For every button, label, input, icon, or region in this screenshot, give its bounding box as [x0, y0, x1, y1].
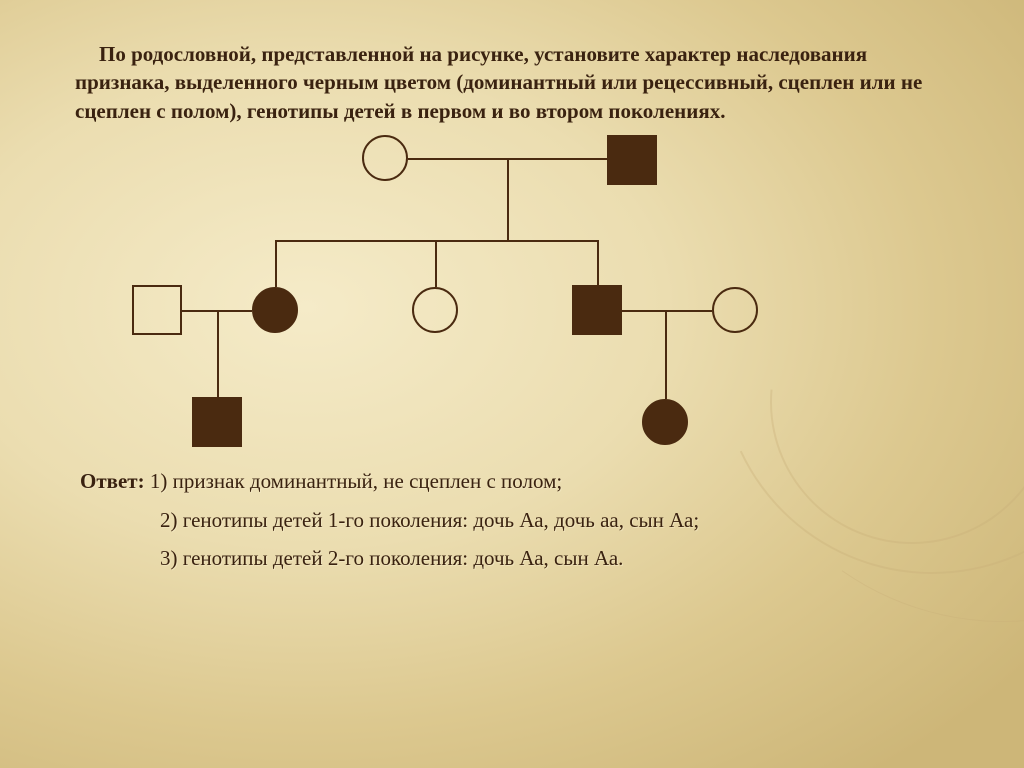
pedigree-female-unaffected	[712, 287, 758, 333]
pedigree-female-affected	[642, 399, 688, 445]
pedigree-female-unaffected	[412, 287, 458, 333]
pedigree-male-affected	[607, 135, 657, 185]
connector-line	[507, 158, 509, 240]
pedigree-male-unaffected	[132, 285, 182, 335]
answer-block: Ответ: 1) признак доминантный, не сцепле…	[75, 465, 949, 575]
pedigree-diagram	[77, 135, 947, 465]
answer-prefix: Ответ:	[80, 469, 145, 493]
question-text: По родословной, представленной на рисунк…	[75, 40, 949, 125]
pedigree-male-affected	[572, 285, 622, 335]
connector-line	[275, 240, 277, 287]
pedigree-female-affected	[252, 287, 298, 333]
connector-line	[665, 310, 667, 399]
connector-line	[622, 310, 712, 312]
pedigree-male-affected	[192, 397, 242, 447]
connector-line	[275, 240, 599, 242]
answer-line-2: 2) генотипы детей 1-го поколения: дочь А…	[80, 504, 944, 537]
connector-line	[217, 310, 219, 397]
answer-line-1: Ответ: 1) признак доминантный, не сцепле…	[80, 465, 944, 498]
connector-line	[435, 240, 437, 287]
pedigree-female-unaffected	[362, 135, 408, 181]
answer-1-text: 1) признак доминантный, не сцеплен с пол…	[150, 469, 562, 493]
connector-line	[597, 240, 599, 285]
answer-line-3: 3) генотипы детей 2-го поколения: дочь А…	[80, 542, 944, 575]
